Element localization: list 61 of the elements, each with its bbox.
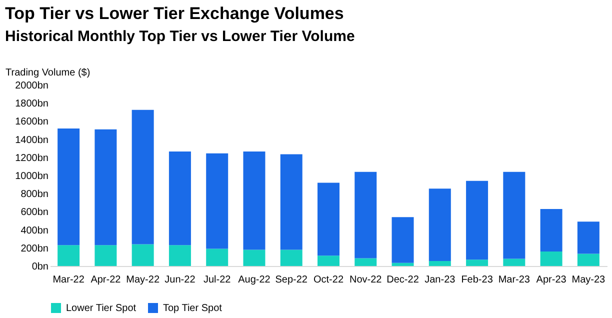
bar <box>428 188 451 262</box>
x-tick-label: Jul-22 <box>203 274 232 286</box>
x-tick-label: Sep-22 <box>275 274 308 286</box>
chart-subtitle: Historical Monthly Top Tier vs Lower Tier Volume <box>5 28 355 45</box>
bar <box>168 152 191 246</box>
bar <box>428 261 451 266</box>
x-tick-label: Jun-22 <box>164 274 196 286</box>
x-tick-label: Apr-23 <box>536 274 567 286</box>
y-tick-label: 1400bn <box>15 134 48 146</box>
bar <box>243 250 266 266</box>
bar <box>280 154 302 250</box>
y-tick-label: 600bn <box>20 207 48 218</box>
bar <box>577 222 600 254</box>
bar <box>94 245 117 266</box>
y-tick-label: 1800bn <box>15 98 48 110</box>
bar <box>132 244 154 266</box>
y-tick-label: 2000bn <box>15 80 48 92</box>
bar <box>206 248 228 266</box>
bar <box>168 245 191 266</box>
bar <box>318 256 340 266</box>
x-tick-label: Aug-22 <box>238 274 271 286</box>
y-tick-label: 1000bn <box>15 171 48 182</box>
bar <box>94 129 117 246</box>
chart-title: Top Tier vs Lower Tier Exchange Volumes <box>5 4 344 23</box>
legend-label: Top Tier Spot <box>163 303 222 314</box>
y-tick-label: 1600bn <box>15 116 48 128</box>
bar <box>318 182 340 256</box>
x-tick-label: Jan-23 <box>424 274 456 286</box>
bar <box>58 245 80 266</box>
bar <box>243 152 266 250</box>
x-tick-label: Feb-23 <box>461 274 494 286</box>
x-tick-label: Apr-22 <box>90 274 122 286</box>
bar <box>503 172 526 259</box>
bar <box>540 252 562 266</box>
x-tick-label: May-22 <box>126 274 160 286</box>
x-tick-label: Nov-22 <box>350 274 382 286</box>
bar <box>132 110 154 244</box>
y-tick-label: 1200bn <box>15 152 48 164</box>
x-tick-label: Mar-23 <box>498 274 530 286</box>
x-tick-label: May-23 <box>572 274 606 286</box>
bar <box>354 258 377 266</box>
bar <box>466 180 488 260</box>
y-tick-label: 0bn <box>32 262 48 272</box>
bar <box>503 258 526 266</box>
y-tick-label: 400bn <box>20 225 48 236</box>
y-tick-label: 800bn <box>20 189 48 200</box>
bar <box>280 250 302 266</box>
bar <box>354 172 377 258</box>
bar <box>540 208 562 252</box>
legend-label: Lower Tier Spot <box>66 303 136 314</box>
y-tick-label: 200bn <box>20 243 48 254</box>
bar <box>466 260 488 266</box>
bar <box>58 128 80 246</box>
bar <box>206 153 228 249</box>
x-tick-label: Dec-22 <box>386 274 420 286</box>
x-tick-label: Mar-22 <box>52 274 85 286</box>
bar <box>392 262 414 266</box>
x-tick-label: Oct-22 <box>313 274 344 286</box>
y-axis-title: Trading Volume ($) <box>6 68 90 78</box>
bar <box>577 254 600 266</box>
bar <box>392 217 414 263</box>
